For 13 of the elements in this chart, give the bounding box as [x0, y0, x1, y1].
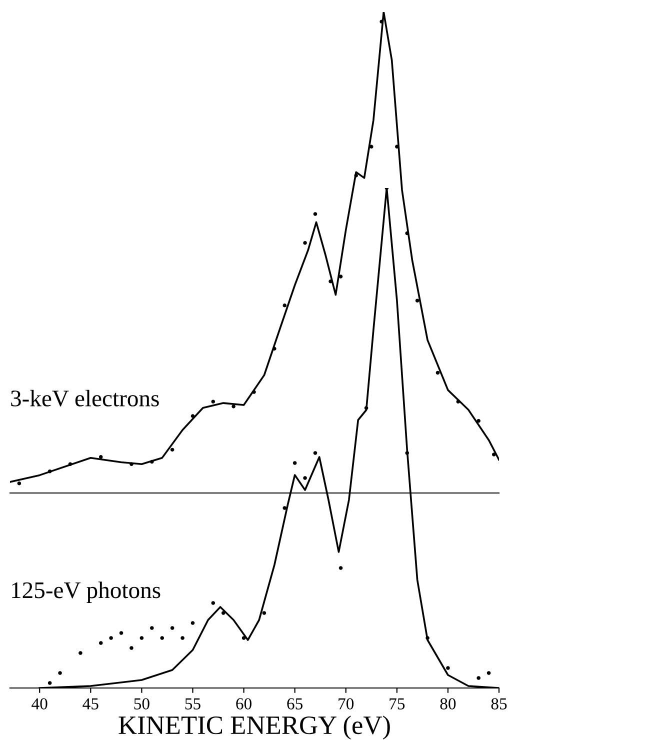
- x-tick-label: 85: [491, 698, 507, 710]
- x-tick-label: 40: [32, 698, 48, 710]
- x-tick-label: 80: [440, 698, 456, 710]
- x-axis-title: KINETIC ENERGY (eV): [118, 716, 390, 740]
- text: 125-eV photons: [12, 582, 160, 603]
- x-tick-label: 70: [338, 698, 354, 710]
- x-tick-label: 60: [236, 698, 252, 710]
- x-tick-label: 45: [82, 698, 98, 710]
- x-tick-label: 75: [390, 698, 405, 710]
- x-tick-label: 50: [134, 698, 150, 710]
- x-tick-label: 65: [287, 698, 303, 710]
- series-label: 3-keV electrons: [11, 390, 159, 407]
- x-tick-label: 55: [185, 698, 200, 710]
